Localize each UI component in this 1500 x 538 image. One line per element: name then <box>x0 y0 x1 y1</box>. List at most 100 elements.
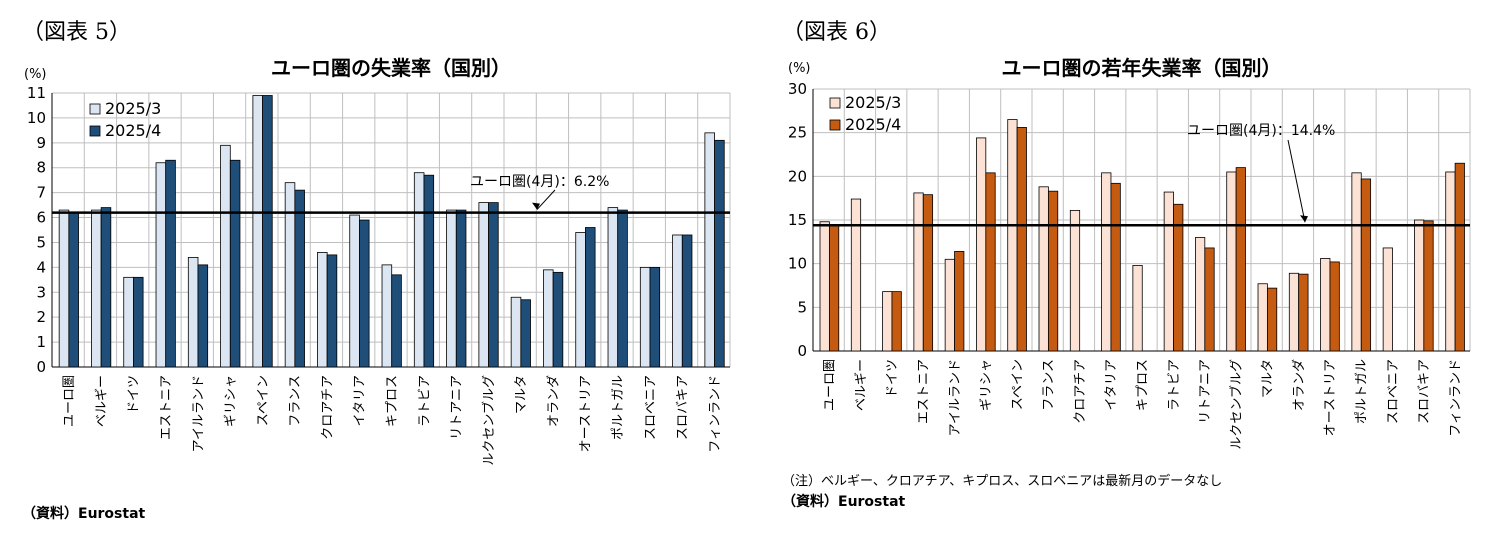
bar <box>976 137 987 352</box>
bar <box>520 299 531 368</box>
x-tick-label: スロベニア <box>643 375 658 440</box>
bar <box>639 266 651 368</box>
x-tick-label: ギリシャ <box>979 359 994 411</box>
bar <box>510 296 522 368</box>
bar <box>359 219 370 368</box>
bar <box>985 172 996 352</box>
x-tick-label: マルタ <box>1261 359 1276 398</box>
bar <box>850 198 862 352</box>
x-tick-label: ルクセンブルグ <box>1228 359 1244 450</box>
chart-title: ユーロ圏の失業率（国別） <box>271 56 511 80</box>
bar <box>672 234 683 368</box>
legend-swatch <box>829 97 841 109</box>
x-tick-label: ポルトガル <box>611 375 626 440</box>
bar <box>1163 191 1174 352</box>
x-tick-label: クロアチア <box>1073 359 1088 424</box>
x-tick-label: リトアニア <box>450 375 465 440</box>
bar <box>681 234 693 368</box>
bar <box>1204 247 1215 352</box>
y-tick-label: 10 <box>27 109 46 127</box>
y-axis-unit: (%) <box>788 61 811 76</box>
source-right: （資料）Eurostat <box>782 494 906 510</box>
y-tick-label: 9 <box>36 134 46 152</box>
x-tick-label: クロアチア <box>320 375 335 440</box>
y-axis-unit: (%) <box>24 67 47 82</box>
bar <box>1195 237 1206 352</box>
bar <box>488 202 499 368</box>
x-tick-label: フィンランド <box>708 375 723 453</box>
bar <box>714 139 725 368</box>
reference-arrow-head <box>532 202 540 210</box>
legend-label: 2025/3 <box>105 99 161 118</box>
bar <box>478 202 489 368</box>
x-tick-label: ルクセンブルグ <box>481 375 497 466</box>
bar <box>1382 247 1393 352</box>
bar <box>891 291 902 352</box>
y-tick-label: 11 <box>27 84 46 102</box>
bar <box>1173 203 1184 352</box>
bar <box>262 95 273 368</box>
reference-arrow-line <box>1287 139 1306 223</box>
x-tick-label: ユーロ圏 <box>62 375 77 427</box>
bar <box>552 271 564 368</box>
legend-swatch <box>89 125 101 137</box>
x-tick-label: ユーロ圏 <box>823 359 838 411</box>
bar <box>1101 172 1112 352</box>
bar <box>913 192 924 352</box>
y-tick-label: 5 <box>797 298 807 316</box>
bar <box>704 132 715 368</box>
reference-line-label: ユーロ圏(4月)：14.4% <box>1187 123 1335 139</box>
x-tick-label: フィンランド <box>1448 359 1463 437</box>
y-tick-label: 0 <box>797 342 807 360</box>
y-tick-label: 4 <box>36 258 46 276</box>
bar <box>58 209 70 368</box>
bar <box>381 264 393 368</box>
bar <box>1423 220 1434 352</box>
x-tick-label: アイルランド <box>948 359 963 436</box>
figure-label-left: （図表 5） <box>22 20 131 45</box>
bar <box>1445 171 1456 352</box>
legend-swatch <box>829 119 841 131</box>
y-tick-label: 7 <box>36 184 46 202</box>
bar <box>954 251 965 352</box>
bar <box>617 209 628 368</box>
bar <box>455 209 467 368</box>
x-tick-label: スロバキア <box>676 375 691 440</box>
bar <box>922 194 934 352</box>
reference-arrow-line <box>536 189 556 210</box>
bar <box>649 266 661 368</box>
y-tick-label: 10 <box>788 255 807 273</box>
bar <box>220 144 231 368</box>
x-tick-label: フランス <box>288 375 303 427</box>
reference-arrow-head <box>1300 215 1308 223</box>
bar <box>68 212 79 368</box>
bar <box>1298 273 1309 352</box>
youth-unemployment-rate-chart: ユーロ圏の若年失業率（国別） (%) 0 5 10 15 20 25 30 ユーロ圏(4月)：14… <box>788 56 1471 450</box>
bar <box>1038 186 1049 352</box>
figure-label-right: （図表 6） <box>782 20 891 45</box>
y-tick-label: 2 <box>36 308 46 326</box>
x-tick-label: キプロス <box>385 375 400 427</box>
bar <box>229 159 241 368</box>
bar <box>423 174 435 368</box>
legend-swatch <box>89 103 101 115</box>
bar <box>252 95 263 368</box>
bar <box>1016 127 1027 352</box>
y-tick-label: 0 <box>36 358 46 376</box>
bar <box>165 159 176 368</box>
bar <box>585 227 596 368</box>
legend-label: 2025/4 <box>845 115 901 134</box>
x-tick-label: マルタ <box>514 375 529 414</box>
bar <box>1288 272 1300 352</box>
bar <box>1454 162 1465 352</box>
x-tick-label: ドイツ <box>127 375 142 414</box>
bar <box>197 264 209 368</box>
bar <box>543 269 554 368</box>
bar <box>828 224 840 352</box>
y-tick-label: 15 <box>788 211 807 229</box>
bar <box>391 274 402 368</box>
bar <box>155 162 167 368</box>
reference-line-label: ユーロ圏(4月)：6.2% <box>470 174 609 190</box>
bar <box>882 291 893 352</box>
note-right: （注）ベルギー、クロアチア、キプロス、スロベニアは最新月のデータなし <box>782 474 1223 489</box>
